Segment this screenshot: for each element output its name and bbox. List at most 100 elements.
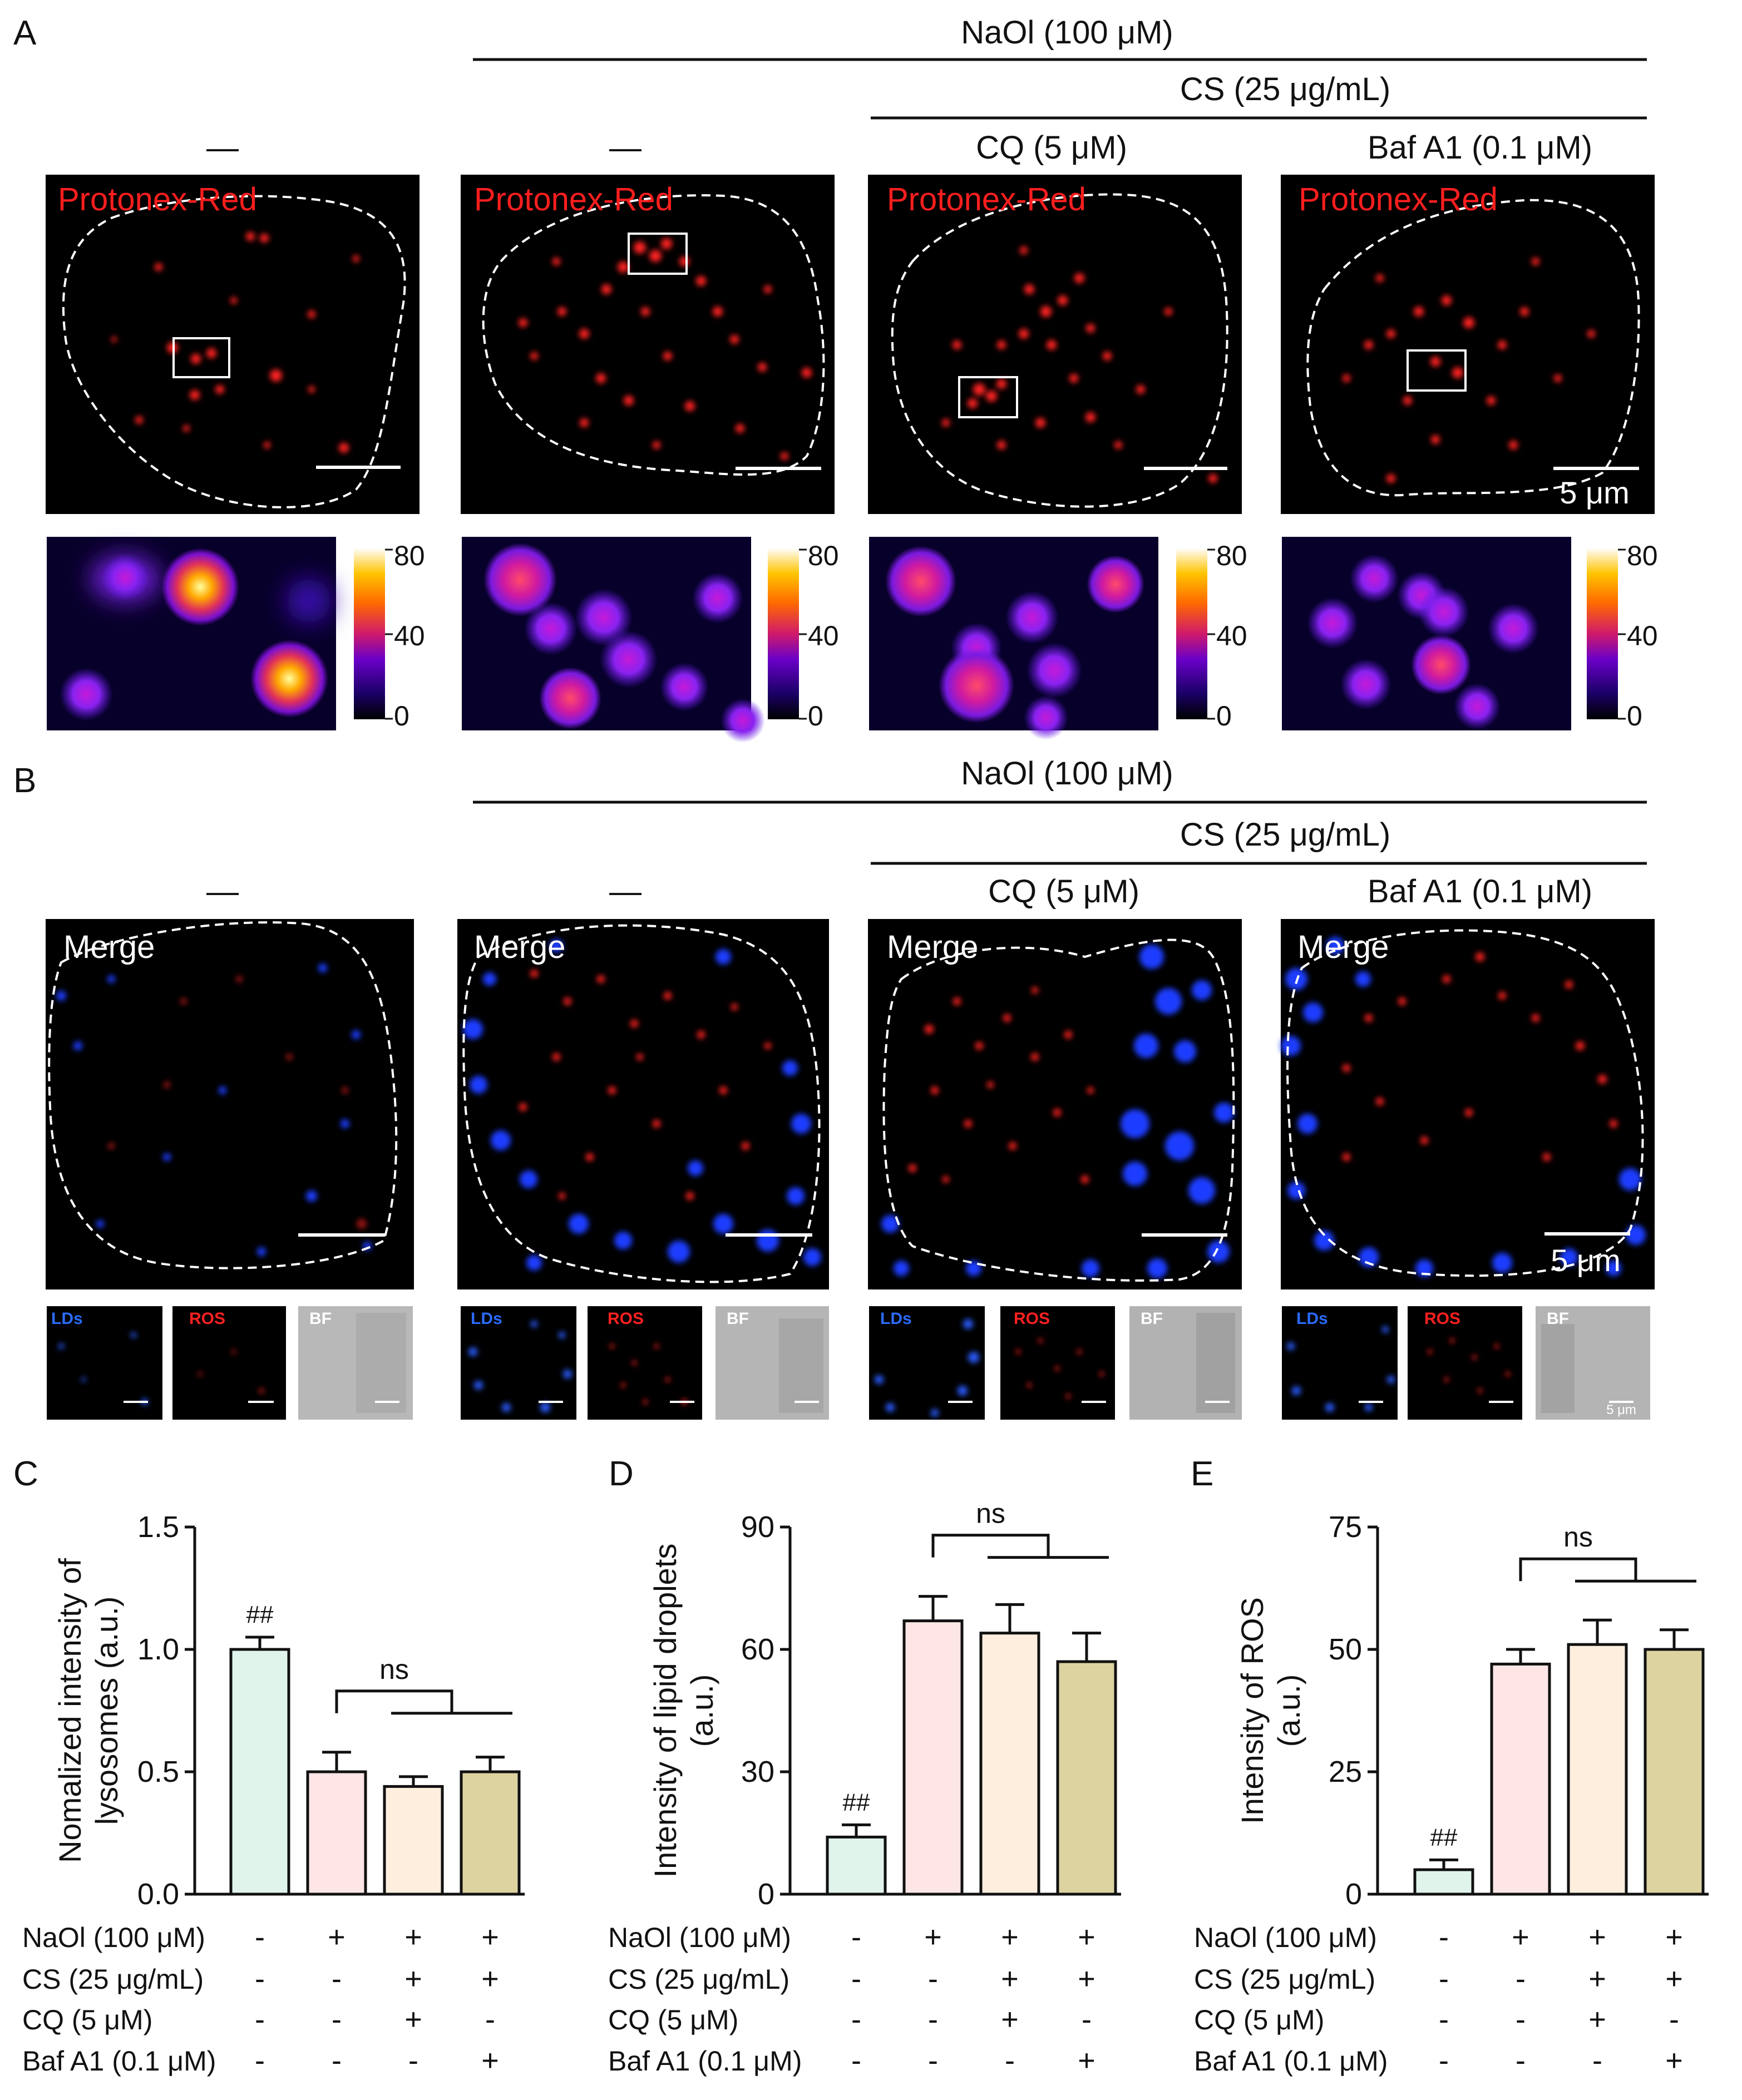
colorbar-a1: 80 40 0 xyxy=(354,540,425,732)
y-tick-label: 50 xyxy=(1329,1633,1362,1666)
condition-sign: + xyxy=(404,1962,422,1995)
small-scale-label: 5 μm xyxy=(1606,1402,1636,1417)
header-baf-a: Baf A1 (0.1 μM) xyxy=(1368,130,1592,166)
y-tick-label: 0.5 xyxy=(137,1755,179,1788)
y-axis-label: Intensity of lipid droplets(a.u.) xyxy=(648,1544,719,1878)
y-tick-label: 90 xyxy=(741,1510,774,1544)
colorbar-tick-0: 0 xyxy=(1216,700,1232,732)
channel-label-ros-4: ROS xyxy=(1424,1310,1460,1328)
header-cs-a: CS (25 μg/mL) xyxy=(1180,71,1390,107)
y-tick-label: 60 xyxy=(741,1633,774,1666)
chart-e: 0 25 50 75 Intensity of ROS(a.u.) ## ns NaOl (1… xyxy=(1194,1510,1709,2077)
panel-letter-e: E xyxy=(1191,1455,1213,1493)
channel-label-lds-4: LDs xyxy=(1296,1310,1328,1328)
condition-sign: + xyxy=(328,1920,346,1954)
condition-sign: + xyxy=(1001,2003,1019,2036)
ns-label: ns xyxy=(379,1654,409,1685)
condition-row-label: Baf A1 (0.1 μM) xyxy=(22,2045,216,2077)
panel-letter-b: B xyxy=(13,762,36,800)
merge-b-baf: 5 μm Merge xyxy=(1281,919,1655,1289)
condition-sign: - xyxy=(851,2003,861,2036)
channel-images: LDs ROS BF LDs ROS xyxy=(47,1306,1650,1420)
channel-label-ros-2: ROS xyxy=(608,1310,644,1328)
channel-label-ros-3: ROS xyxy=(1014,1310,1050,1328)
colorbar-a2: 80 40 0 xyxy=(768,540,839,732)
channel-group-3: LDs ROS BF xyxy=(869,1306,1242,1420)
merge-label-b2: Merge xyxy=(474,929,565,965)
condition-sign: - xyxy=(1439,1920,1449,1954)
stain-label-a4: Protonex-Red xyxy=(1299,181,1498,218)
condition-sign: + xyxy=(481,1962,499,1995)
channel-group-1: LDs ROS BF xyxy=(47,1306,413,1420)
header-baf-b: Baf A1 (0.1 μM) xyxy=(1368,873,1592,910)
condition-row-label: NaOl (100 μM) xyxy=(1194,1922,1377,1953)
condition-sign: - xyxy=(928,2044,938,2077)
zoom-a-control xyxy=(47,537,336,730)
zoom-a-naol xyxy=(462,537,765,743)
channel-label-lds-3: LDs xyxy=(880,1310,912,1328)
zoom-a-baf xyxy=(1282,537,1571,730)
condition-sign: + xyxy=(404,2003,422,2036)
panel-letter-c: C xyxy=(13,1455,38,1493)
condition-sign: - xyxy=(1082,2003,1092,2036)
colorbar-tick-40: 40 xyxy=(808,620,839,651)
y-tick-label: 1.5 xyxy=(137,1510,179,1544)
condition-sign: - xyxy=(1439,2003,1449,2036)
header-dash-naol-b: — xyxy=(609,873,641,910)
condition-sign: - xyxy=(928,1962,938,1995)
condition-row-label: CQ (5 μM) xyxy=(1194,2004,1324,2035)
condition-sign: - xyxy=(255,2044,265,2077)
y-tick-label: 30 xyxy=(741,1755,774,1788)
colorbar-tick-0: 0 xyxy=(394,700,409,732)
condition-row-label: NaOl (100 μM) xyxy=(22,1922,205,1953)
bar xyxy=(1644,1648,1705,1896)
condition-sign: - xyxy=(1439,1962,1449,1995)
panel-letter-a: A xyxy=(13,14,37,52)
header-dash-naol-a: — xyxy=(609,130,641,166)
panel-b: B NaOl (100 μM) CS (25 μg/mL) — — CQ (5 … xyxy=(13,755,1655,1420)
condition-sign: - xyxy=(1439,2044,1449,2077)
condition-row-label: CQ (5 μM) xyxy=(608,2004,738,2035)
channel-label-lds-2: LDs xyxy=(471,1310,502,1328)
condition-sign: - xyxy=(851,1920,861,1954)
condition-row-label: NaOl (100 μM) xyxy=(608,1922,791,1953)
condition-sign: + xyxy=(1588,2003,1606,2036)
y-tick-label: 0.0 xyxy=(137,1877,179,1911)
y-tick-label: 75 xyxy=(1329,1510,1362,1544)
micrograph-a-baf: 5 μm Protonex-Red xyxy=(1281,175,1655,514)
colorbar-tick-0: 0 xyxy=(808,700,823,732)
condition-sign: - xyxy=(255,1920,265,1954)
ns-label: ns xyxy=(1563,1521,1593,1553)
colorbar-tick-80: 80 xyxy=(808,540,839,571)
colorbar-tick-80: 80 xyxy=(1216,540,1247,571)
condition-sign: - xyxy=(255,2003,265,2036)
merge-b-control: Merge xyxy=(46,919,414,1289)
bar xyxy=(1567,1643,1628,1896)
bar xyxy=(1490,1662,1551,1896)
colorbar-a4: 80 40 0 xyxy=(1587,540,1658,732)
stain-label-a2: Protonex-Red xyxy=(474,181,673,218)
ns-bracket-outer xyxy=(931,1534,1050,1558)
y-axis-label: Nomalized intensity oflysosomes (a.u.) xyxy=(52,1558,124,1863)
merge-label-b1: Merge xyxy=(63,929,155,965)
merge-label-b4: Merge xyxy=(1297,929,1389,965)
colorbar-tick-0: 0 xyxy=(1627,700,1642,732)
condition-sign: - xyxy=(1669,2003,1679,2036)
condition-sign: + xyxy=(481,1920,499,1954)
ns-bracket-outer xyxy=(335,1689,453,1713)
condition-sign: - xyxy=(928,2003,938,2036)
condition-sign: + xyxy=(1512,1920,1529,1954)
panel-a: A NaOl (100 μM) CS (25 μg/mL) — — CQ (5 … xyxy=(13,14,1658,743)
stain-label-a3: Protonex-Red xyxy=(887,181,1086,218)
condition-sign: + xyxy=(1001,1962,1019,1995)
condition-sign: - xyxy=(1516,2044,1526,2077)
header-cq-a: CQ (5 μM) xyxy=(976,130,1127,166)
condition-sign: - xyxy=(485,2003,495,2036)
condition-sign: + xyxy=(1665,2044,1683,2077)
header-cs-b: CS (25 μg/mL) xyxy=(1180,817,1390,853)
y-tick-label: 1.0 xyxy=(137,1633,179,1666)
channel-label-lds-1: LDs xyxy=(51,1310,83,1328)
condition-sign: + xyxy=(1665,1920,1683,1954)
condition-sign: - xyxy=(851,1962,861,1995)
colorbar-tick-80: 80 xyxy=(394,540,425,571)
